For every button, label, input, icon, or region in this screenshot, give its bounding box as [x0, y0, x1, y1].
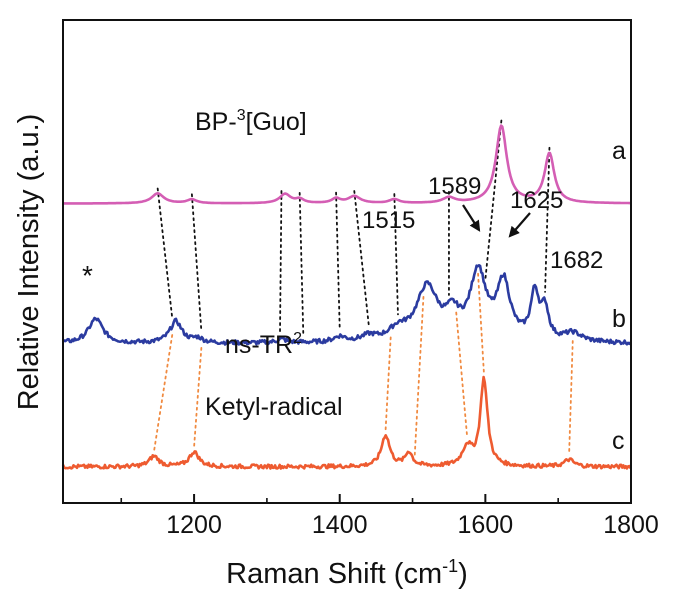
series-letter-a: a [612, 137, 626, 165]
peak-annotations: 1515 1589 1625 1682 * [82, 173, 603, 291]
black-guide-1 [190, 193, 203, 332]
x-tick-label-1200: 1200 [166, 511, 222, 539]
x-ticks: 1200 1400 1600 1800 [120, 494, 659, 539]
series-letter-b: b [612, 305, 626, 333]
y-axis-label: Relative Intensity (a.u.) [13, 114, 45, 411]
spectrum-a [62, 124, 631, 205]
orange-guide-2 [384, 336, 392, 431]
x-tick-label-1600: 1600 [458, 511, 514, 539]
black-correlation-guides [156, 119, 551, 336]
series-name-b: ns-TR2 [225, 330, 302, 359]
black-guide-5 [353, 190, 370, 327]
series-name-a: BP-3[Guo] [195, 107, 307, 136]
x-tick-label-1400: 1400 [312, 511, 368, 539]
orange-guide-5 [477, 272, 485, 374]
orange-guide-4 [455, 311, 469, 438]
plot-frame [62, 19, 632, 504]
x-tick-label-1800: 1800 [603, 511, 659, 539]
peak-label-1682: 1682 [550, 247, 603, 274]
x-axis-label: Raman Shift (cm-1) [226, 556, 468, 590]
black-guide-8 [484, 119, 503, 281]
spectra-lines [61, 124, 632, 470]
arrow-1589 [462, 204, 481, 232]
black-guide-3 [298, 192, 305, 336]
orange-correlation-guides [153, 272, 574, 457]
orange-guide-6 [568, 340, 574, 456]
black-guide-6 [393, 193, 399, 316]
black-guide-4 [335, 191, 341, 330]
peak-label-1515: 1515 [362, 207, 415, 234]
spectrum-b [62, 264, 632, 346]
spectrum-c [61, 375, 632, 470]
peak-label-1589: 1589 [428, 173, 481, 200]
series-labels: BP-3[Guo] a ns-TR2 b Ketyl-radical c [195, 107, 626, 455]
arrow-1625 [508, 212, 531, 238]
orange-guide-0 [153, 334, 174, 453]
black-guide-0 [156, 187, 174, 320]
series-name-c: Ketyl-radical [205, 393, 343, 421]
series-letter-c: c [612, 427, 625, 455]
asterisk-mark: * [82, 260, 93, 291]
orange-guide-1 [193, 347, 203, 448]
peak-label-1625: 1625 [510, 187, 563, 214]
black-guide-9 [544, 146, 551, 293]
orange-guide-3 [413, 295, 425, 457]
black-guide-2 [279, 190, 283, 333]
